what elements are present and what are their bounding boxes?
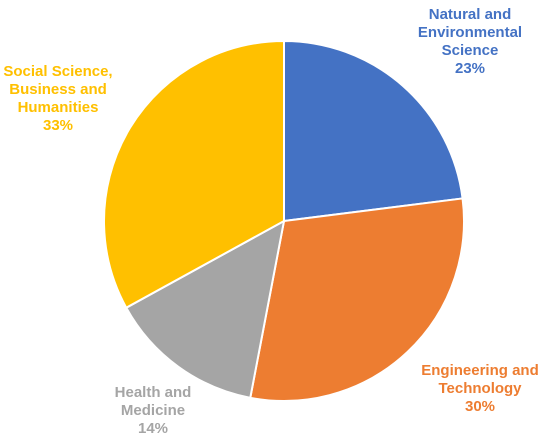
pie-slice-label-line: Environmental xyxy=(418,24,522,41)
pie-slice-1 xyxy=(249,197,465,402)
pie-slice-label-line: Business and xyxy=(9,81,107,98)
pie-slice-label-line: Technology xyxy=(438,380,522,397)
pie-labels: Natural and Environmental Science 23% Engine… xyxy=(3,6,538,437)
pie-slice-percent: 33% xyxy=(43,117,73,134)
pie-slice-percent: 14% xyxy=(138,420,168,437)
pie-slice-3 xyxy=(103,40,285,309)
pie-slice-label-3: Social Science, Business and Humanities 33% xyxy=(3,63,112,134)
pie-slice-0 xyxy=(283,40,464,222)
pie-slice-label-1: Engineering and Technology 30% xyxy=(421,362,539,415)
pie-slice-label-line: Medicine xyxy=(121,402,185,419)
pie-slice-label-line: Social Science, xyxy=(3,63,112,80)
pie-slice-percent: 23% xyxy=(455,60,485,77)
pie-slice-label-2: Health and Medicine 14% xyxy=(115,384,192,437)
pie-slice-label-line: Health and xyxy=(115,384,192,401)
pie-slice-label-line: Engineering and xyxy=(421,362,539,379)
pie-slice-label-line: Humanities xyxy=(18,99,99,116)
pie-slice-percent: 30% xyxy=(465,398,495,415)
pie-slices xyxy=(103,40,465,402)
pie-slice-label-line: Science xyxy=(442,42,499,59)
pie-slice-label-line: Natural and xyxy=(429,6,512,23)
pie-slice-label-0: Natural and Environmental Science 23% xyxy=(418,6,522,77)
pie-slice-2 xyxy=(125,220,285,399)
